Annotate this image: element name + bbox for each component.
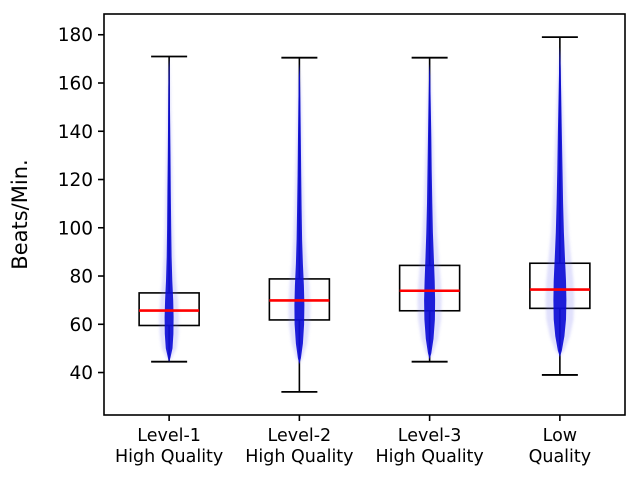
x-tick-label-line: Quality xyxy=(529,447,592,467)
y-tick-label: 140 xyxy=(58,122,93,143)
y-tick-label: 100 xyxy=(58,218,93,239)
x-tick-label-line: Level-2 xyxy=(268,426,332,446)
violin-core xyxy=(424,63,436,360)
x-tick-label-line: High Quality xyxy=(245,447,353,467)
y-tick-label: 80 xyxy=(69,267,93,288)
violin-core xyxy=(164,58,174,362)
x-tick-label-line: High Quality xyxy=(115,447,223,467)
y-tick-label: 60 xyxy=(69,315,93,336)
medians xyxy=(139,288,590,312)
violin-1 xyxy=(159,58,179,362)
x-tick-label-line: Level-3 xyxy=(398,426,462,446)
y-axis-label: Beats/Min. xyxy=(8,159,32,269)
x-tick-label-line: High Quality xyxy=(375,447,483,467)
violins xyxy=(159,46,575,365)
y-axis: 40 60 80 100 120 140 160 180 xyxy=(58,25,104,384)
plot-frame xyxy=(103,13,626,416)
violin-3 xyxy=(417,63,442,360)
violin-core xyxy=(553,46,567,357)
x-tick-label-line: Low xyxy=(543,426,577,446)
x-tick-label-line: Level-1 xyxy=(137,426,201,446)
violin-2 xyxy=(288,63,311,365)
y-tick-label: 120 xyxy=(58,170,93,191)
violin-4 xyxy=(545,46,575,357)
violin-core xyxy=(294,63,305,365)
y-tick-label: 40 xyxy=(69,363,93,384)
y-tick-label: 160 xyxy=(58,74,93,95)
y-tick-label: 180 xyxy=(58,25,93,46)
